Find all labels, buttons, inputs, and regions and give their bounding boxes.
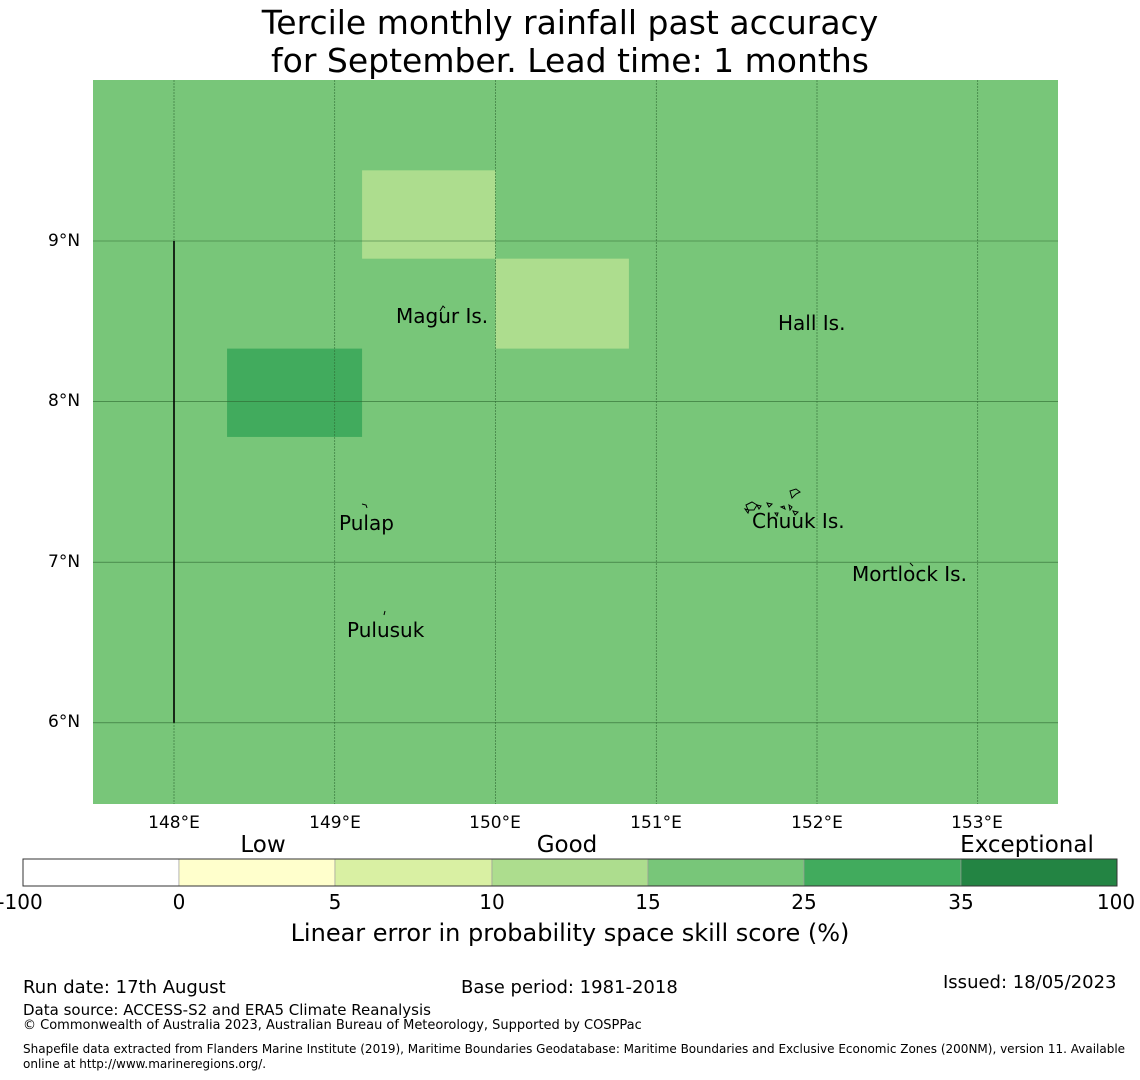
- magur-island-outline: [439, 305, 446, 312]
- lon-tick-149: 149°E: [309, 813, 361, 833]
- colorbar-tick-100: 100: [1096, 890, 1136, 914]
- map-background: [93, 80, 1058, 804]
- lon-tick-150: 150°E: [469, 813, 521, 833]
- colorbar-tick-0: 0: [172, 890, 186, 914]
- category-exceptional: Exceptional: [960, 832, 1094, 858]
- shapefile-credit-line-1: Shapefile data extracted from Flanders M…: [23, 1042, 1126, 1056]
- title-line-2: for September. Lead time: 1 months: [271, 41, 869, 80]
- data-source: Data source: ACCESS-S2 and ERA5 Climate …: [23, 1001, 431, 1019]
- place-label-magur: Magur Is.: [396, 304, 489, 328]
- colorbar-segment-6: [803, 858, 962, 887]
- lon-tick-152: 152°E: [791, 813, 843, 833]
- run-date: Run date: 17th August: [23, 977, 226, 998]
- colorbar-tick-10: 10: [479, 890, 505, 914]
- colorbar-segment-2: [178, 858, 336, 887]
- mortlock-island-outline: [909, 562, 914, 567]
- colorbar-label: Linear error in probability space skill …: [290, 919, 850, 947]
- place-label-pulap: Pulap: [339, 511, 394, 535]
- skill-cell-1: [362, 170, 496, 259]
- colorbar-segment-1: [22, 858, 180, 887]
- colorbar-segments: [22, 858, 1118, 887]
- graticule: [93, 80, 1058, 804]
- lat-tick-9: 9°N: [48, 231, 81, 251]
- skill-cells: [227, 170, 629, 437]
- lat-tick-8: 8°N: [48, 391, 81, 411]
- place-label-pulusuk: Pulusuk: [347, 618, 425, 642]
- place-label-mortlock: Mortlock Is.: [852, 562, 967, 586]
- island-outlines: [361, 305, 914, 616]
- colorbar-tick-5: 5: [328, 890, 342, 914]
- colorbar-frame: [22, 858, 1118, 887]
- pulusuk-island-outline: [383, 610, 386, 616]
- category-good: Good: [536, 832, 598, 858]
- lon-tick-148: 148°E: [148, 813, 200, 833]
- lat-tick-6: 6°N: [48, 712, 81, 732]
- issued-date: Issued: 18/05/2023: [943, 972, 1117, 993]
- title-line-1: Tercile monthly rainfall past accuracy: [261, 3, 879, 42]
- base-period: Base period: 1981-2018: [461, 977, 678, 998]
- chart-title: Tercile monthly rainfall past accuracy f…: [0, 4, 1140, 80]
- colorbar-segment-3: [334, 858, 493, 887]
- place-label-hall: Hall Is.: [778, 311, 846, 335]
- skill-cell-3: [227, 348, 363, 437]
- lon-tick-153: 153°E: [951, 813, 1003, 833]
- pulap-island-outline: [361, 503, 368, 509]
- skill-cell-2: [495, 258, 629, 349]
- colorbar-tick-15: 15: [635, 890, 661, 914]
- lon-tick-151: 151°E: [630, 813, 682, 833]
- lat-tick-7: 7°N: [48, 552, 81, 572]
- colorbar-tick--100: -100: [0, 890, 43, 914]
- colorbar-tick-25: 25: [791, 890, 817, 914]
- copyright: © Commonwealth of Australia 2023, Austra…: [23, 1018, 642, 1033]
- colorbar-segment-7: [960, 858, 1118, 887]
- chuuk-island-outlines: [743, 488, 801, 518]
- place-label-chuuk: Chuuk Is.: [752, 509, 845, 533]
- colorbar-segment-5: [647, 858, 805, 887]
- shapefile-credit-line-2: online at http://www.marineregions.org/.: [23, 1057, 267, 1071]
- colorbar-tick-35: 35: [948, 890, 974, 914]
- colorbar-segment-4: [491, 858, 649, 887]
- category-low: Low: [240, 832, 286, 858]
